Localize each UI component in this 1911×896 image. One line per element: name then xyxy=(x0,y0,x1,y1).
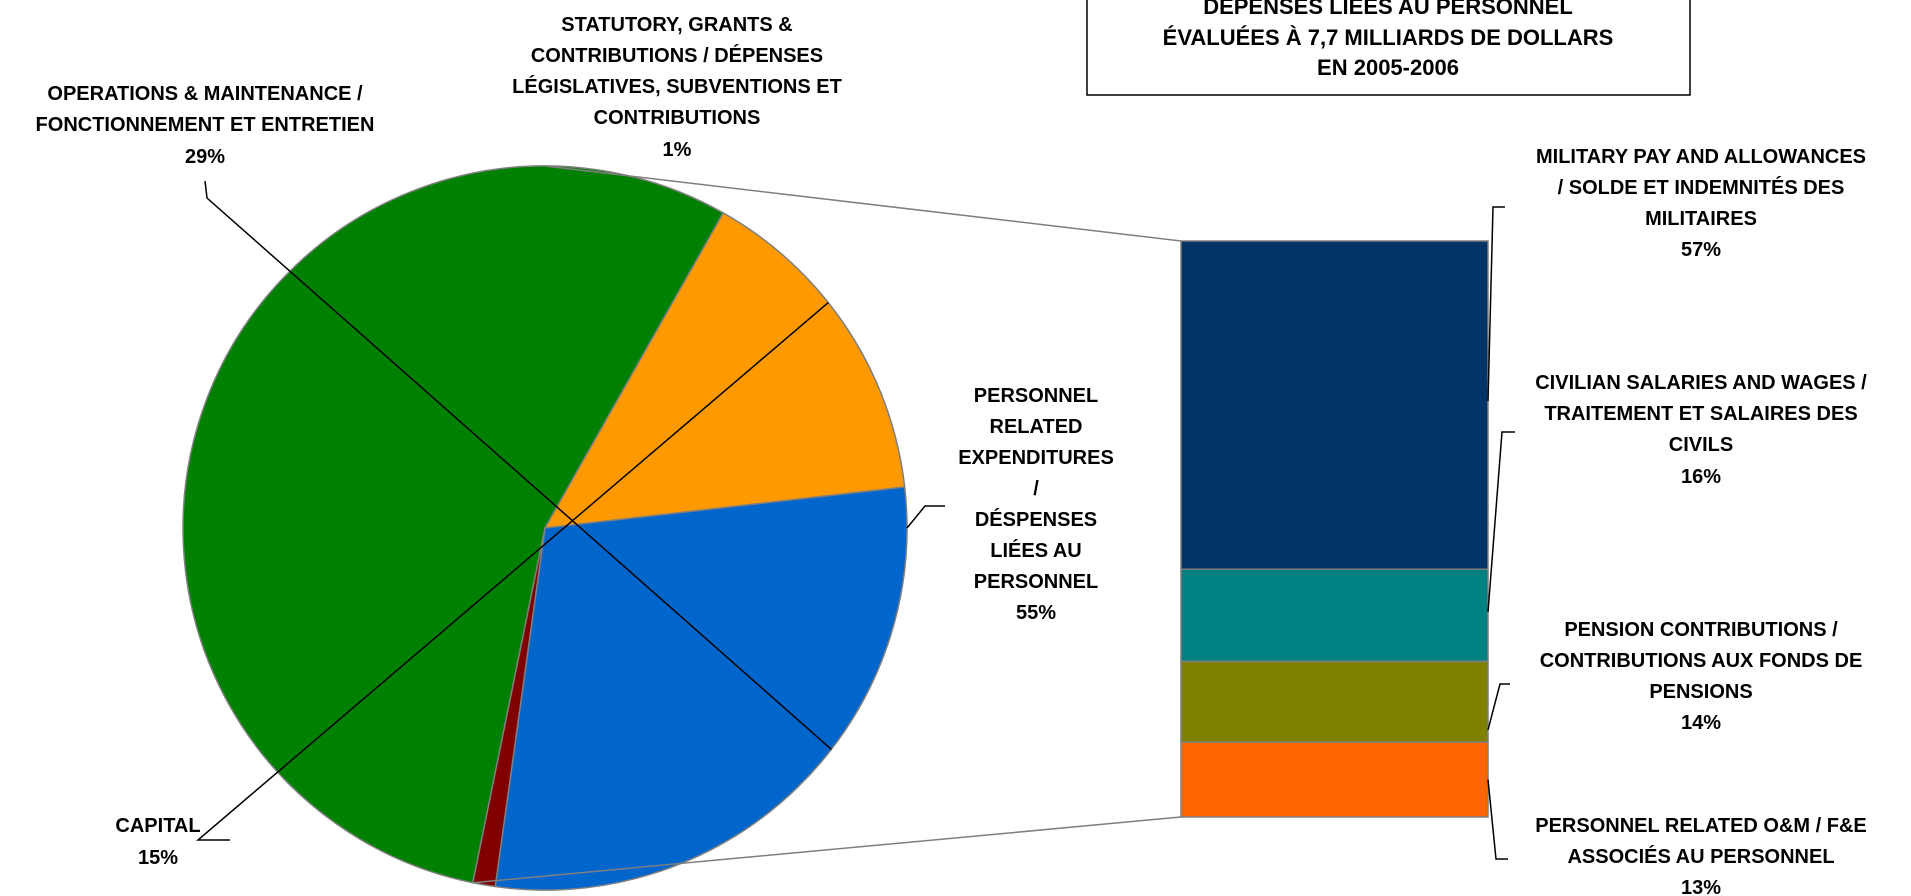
bar-segment-om_personnel xyxy=(1180,741,1489,818)
slice-value-label: 29% xyxy=(185,146,225,168)
pie-slice-om xyxy=(494,486,908,891)
slice-value-label: 55% xyxy=(1016,602,1056,624)
slice-label-line: CAPITAL xyxy=(115,815,200,837)
label-personnel-om: PERSONNEL RELATED O&M / F&E ASSOCIÉS AU … xyxy=(1535,815,1867,896)
slice-label-line: PERSONNEL xyxy=(974,571,1098,593)
segment-value-label: 57% xyxy=(1681,239,1721,261)
label-statutory: STATUTORY, GRANTS & CONTRIBUTIONS / DÉPE… xyxy=(512,14,842,161)
label-civilian-salaries: CIVILIAN SALARIES AND WAGES / TRAITEMENT… xyxy=(1535,372,1867,488)
label-operations-maintenance: OPERATIONS & MAINTENANCE / FONCTIONNEMEN… xyxy=(36,83,375,168)
segment-value-label: 14% xyxy=(1681,712,1721,734)
pie-slices xyxy=(182,165,908,891)
leader-civilian-salaries xyxy=(1487,431,1515,613)
connector-bottom xyxy=(472,816,1182,884)
slice-label-line: STATUTORY, GRANTS & xyxy=(561,14,792,36)
slice-label-line: OPERATIONS & MAINTENANCE / xyxy=(47,83,363,105)
slice-label-line: LIÉES AU xyxy=(990,539,1082,562)
leader-lines xyxy=(195,180,1515,860)
slice-label-line: FONCTIONNEMENT ET ENTRETIEN xyxy=(36,114,375,136)
slice-label-line: / xyxy=(1033,478,1039,500)
connector-lines xyxy=(472,165,1182,884)
segment-label-line: MILITARY PAY AND ALLOWANCES xyxy=(1536,146,1866,168)
leader-military-pay xyxy=(1487,206,1505,402)
slice-label-line: DÉSPENSES xyxy=(975,508,1097,531)
segment-label-line: CIVILS xyxy=(1669,434,1733,456)
slice-label-line: CONTRIBUTIONS xyxy=(594,107,761,129)
segment-label-line: PENSIONS xyxy=(1649,681,1752,703)
pie-slice-capital xyxy=(543,211,906,529)
title-line-2: ÉVALUÉES À 7,7 MILLIARDS DE DOLLARS xyxy=(1163,25,1614,50)
title-box: DÉPENSES LIÉES AU PERSONNEL ÉVALUÉES À 7… xyxy=(1086,0,1691,96)
segment-value-label: 13% xyxy=(1681,877,1721,896)
slice-label-line: PERSONNEL xyxy=(974,385,1098,407)
leader-operations-maintenance xyxy=(204,180,832,750)
stacked-bar xyxy=(1180,240,1489,818)
bar-segment-civilian xyxy=(1180,568,1489,663)
slice-label-line: CONTRIBUTIONS / DÉPENSES xyxy=(531,44,823,67)
segment-label-line: / SOLDE ET INDEMNITÉS DES xyxy=(1558,176,1845,199)
slice-label-line: EXPENDITURES xyxy=(958,447,1114,469)
segment-label-line: MILITAIRES xyxy=(1645,208,1757,230)
segment-label-line: PERSONNEL RELATED O&M / F&E xyxy=(1535,815,1867,837)
leader-personnel xyxy=(906,505,945,529)
segment-label-line: TRAITEMENT ET SALAIRES DES xyxy=(1544,403,1857,425)
label-pension-contributions: PENSION CONTRIBUTIONS / CONTRIBUTIONS AU… xyxy=(1540,619,1863,734)
label-military-pay: MILITARY PAY AND ALLOWANCES / SOLDE ET I… xyxy=(1536,146,1866,261)
slice-label-line: LÉGISLATIVES, SUBVENTIONS ET xyxy=(512,75,842,98)
leader-personnel-om xyxy=(1487,779,1508,860)
segment-value-label: 16% xyxy=(1681,466,1721,488)
segment-label-line: CONTRIBUTIONS AUX FONDS DE xyxy=(1540,650,1863,672)
label-capital: CAPITAL 15% xyxy=(115,815,200,869)
slice-label-line: RELATED xyxy=(990,416,1083,438)
bar-segment-military xyxy=(1180,240,1489,571)
segment-label-line: PENSION CONTRIBUTIONS / xyxy=(1564,619,1838,641)
segment-label-line: CIVILIAN SALARIES AND WAGES / xyxy=(1535,372,1867,394)
slice-value-label: 1% xyxy=(663,139,692,161)
connector-top xyxy=(544,165,1182,242)
bar-segment-pension xyxy=(1180,660,1489,743)
leader-pension-contributions xyxy=(1487,683,1510,730)
title-line-3: EN 2005-2006 xyxy=(1317,55,1459,80)
label-personnel: PERSONNEL RELATED EXPENDITURES / DÉSPENS… xyxy=(958,385,1114,624)
pie-slice-personnel xyxy=(182,165,725,884)
title-line-1: DÉPENSES LIÉES AU PERSONNEL xyxy=(1203,0,1573,19)
slice-value-label: 15% xyxy=(138,847,178,869)
segment-label-line: ASSOCIÉS AU PERSONNEL xyxy=(1567,845,1834,868)
leader-capital xyxy=(195,302,829,841)
title-box-frame xyxy=(1086,0,1691,96)
